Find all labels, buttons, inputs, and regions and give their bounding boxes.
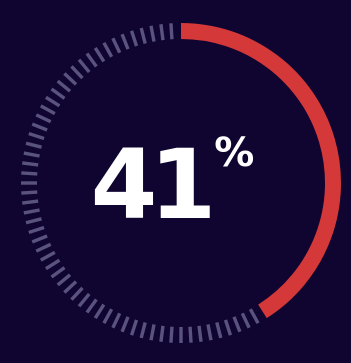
gauge-tick bbox=[77, 292, 91, 308]
gauge-tick bbox=[85, 298, 98, 314]
gauge-tick bbox=[70, 286, 84, 301]
gauge-tick bbox=[31, 234, 48, 244]
gauge-tick bbox=[39, 104, 56, 116]
gauge-tick bbox=[22, 199, 39, 205]
gauge-tick bbox=[169, 326, 174, 343]
gauge-tick bbox=[50, 266, 66, 279]
gauge-tick bbox=[21, 190, 38, 195]
gauge-tick bbox=[50, 87, 66, 100]
remaining-ticks bbox=[21, 23, 260, 343]
gauge-tick bbox=[188, 326, 193, 343]
gauge-tick bbox=[149, 324, 156, 341]
gauge-tick bbox=[215, 322, 223, 339]
gauge-tick bbox=[44, 258, 61, 271]
gauge-tick bbox=[139, 322, 147, 339]
gauge-tick bbox=[39, 250, 56, 262]
gauge-tick bbox=[232, 316, 242, 333]
gauge-tick bbox=[102, 308, 114, 325]
gauge-tick bbox=[149, 25, 156, 42]
gauge-tick bbox=[35, 113, 52, 124]
gauge-tick bbox=[28, 131, 45, 141]
gauge-tick bbox=[197, 325, 203, 342]
gauge-tick bbox=[21, 171, 38, 176]
gauge-tick bbox=[93, 303, 106, 320]
gauge-tick bbox=[63, 280, 78, 294]
filled-arc bbox=[180, 23, 341, 319]
gauge-tick bbox=[159, 24, 165, 41]
gauge-tick bbox=[102, 41, 114, 58]
gauge-tick bbox=[111, 312, 122, 329]
gauge-tick bbox=[85, 52, 98, 68]
gauge-tick bbox=[77, 58, 91, 74]
gauge-tick bbox=[223, 319, 233, 336]
gauge-tick bbox=[31, 122, 48, 132]
gauge-tick bbox=[25, 141, 42, 149]
gauge-tick bbox=[35, 242, 52, 253]
gauge-tick bbox=[70, 65, 84, 80]
gauge-tick bbox=[129, 30, 139, 47]
gauge-tick bbox=[248, 308, 260, 325]
gauge-tick bbox=[240, 312, 251, 329]
gauge-tick bbox=[44, 95, 61, 108]
gauge-tick bbox=[22, 161, 39, 167]
gauge-tick bbox=[129, 319, 139, 336]
gauge-tick bbox=[169, 23, 174, 40]
gauge-tick bbox=[25, 217, 42, 225]
gauge-tick bbox=[56, 273, 72, 287]
gauge-tick bbox=[23, 151, 40, 158]
gauge-tick bbox=[120, 33, 130, 50]
gauge-tick bbox=[28, 225, 45, 235]
gauge-tick bbox=[111, 37, 122, 54]
gauge-tick bbox=[139, 27, 147, 44]
gauge-tick bbox=[120, 316, 130, 333]
gauge-tick bbox=[63, 72, 78, 86]
gauge-tick bbox=[159, 325, 165, 342]
gauge-tick bbox=[93, 46, 106, 63]
gauge-tick bbox=[56, 79, 72, 93]
gauge-tick bbox=[23, 208, 40, 215]
gauge-tick bbox=[206, 324, 213, 341]
